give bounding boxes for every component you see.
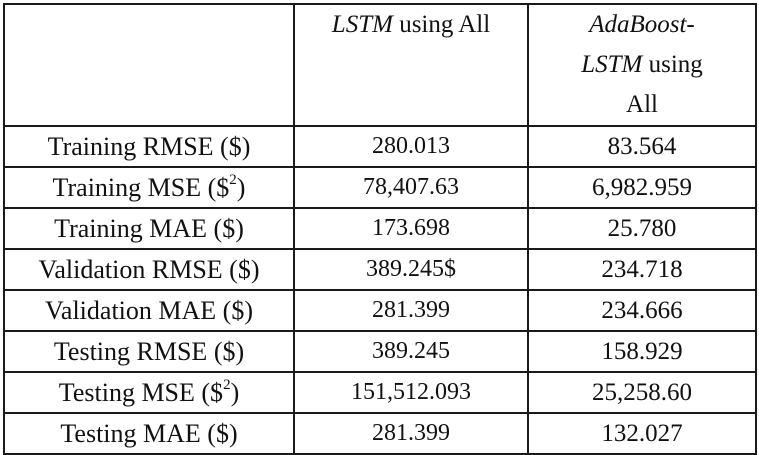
metric-unit-exponent: 2	[229, 172, 237, 189]
metric-unit-exponent: 2	[223, 377, 231, 394]
header-adaboost-line3: All	[626, 91, 658, 118]
adaboost-lstm-value-cell: 25.780	[527, 207, 757, 250]
lstm-value-cell: 173.698	[293, 207, 529, 250]
metric-cell: Testing RMSE ($)	[3, 330, 295, 373]
header-lstm-rest: using All	[392, 11, 491, 38]
table-row: Training MSE ($2) 78,407.63 6,982.959	[3, 166, 757, 209]
metric-cell: Training MSE ($2)	[3, 166, 295, 209]
table-row: Validation RMSE ($) 389.245$ 234.718	[3, 248, 757, 291]
table-row: Training RMSE ($) 280.013 83.564	[3, 125, 757, 168]
lstm-value-cell: 281.399	[293, 289, 529, 332]
metric-label: Testing MAE ($)	[60, 419, 238, 448]
adaboost-lstm-value-cell: 132.027	[527, 412, 757, 455]
metric-cell: Training RMSE ($)	[3, 125, 295, 168]
metric-label: Testing MSE ($	[58, 378, 224, 407]
adaboost-lstm-value-cell: 83.564	[527, 125, 757, 168]
lstm-value-cell: 281.399	[293, 412, 529, 455]
table-row: Validation MAE ($) 281.399 234.666	[3, 289, 757, 332]
lstm-value-cell: 151,512.093	[293, 371, 529, 414]
metric-cell: Training MAE ($)	[3, 207, 295, 250]
header-corner-cell	[3, 3, 295, 127]
lstm-value-cell: 280.013	[293, 125, 529, 168]
adaboost-lstm-value-cell: 6,982.959	[527, 166, 757, 209]
adaboost-lstm-value-cell: 25,258.60	[527, 371, 757, 414]
header-adaboost-line2-italic: LSTM	[581, 51, 643, 78]
header-adaboost-line2-rest: using	[642, 51, 703, 78]
metric-label: Training MSE ($	[52, 173, 230, 202]
metric-label: Validation RMSE ($)	[38, 255, 260, 284]
metric-label-suffix: )	[230, 378, 240, 407]
metric-cell: Testing MAE ($)	[3, 412, 295, 455]
metric-label: Testing RMSE ($)	[53, 337, 245, 366]
adaboost-lstm-value-cell: 234.718	[527, 248, 757, 291]
adaboost-lstm-value-cell: 234.666	[527, 289, 757, 332]
table-row: Testing MAE ($) 281.399 132.027	[3, 412, 757, 455]
metric-cell: Validation MAE ($)	[3, 289, 295, 332]
header-row: LSTM using All AdaBoost- LSTM using All	[3, 3, 757, 127]
header-adaboost-lstm: AdaBoost- LSTM using All	[527, 3, 757, 127]
adaboost-lstm-value-cell: 158.929	[527, 330, 757, 373]
metric-label: Validation MAE ($)	[45, 296, 253, 325]
lstm-value-cell: 78,407.63	[293, 166, 529, 209]
lstm-value-cell: 389.245$	[293, 248, 529, 291]
table-body: Training RMSE ($) 280.013 83.564 Training M…	[3, 125, 757, 455]
metric-label: Training MAE ($)	[54, 214, 244, 243]
header-lstm-model-name: LSTM	[331, 11, 393, 38]
lstm-value-cell: 389.245	[293, 330, 529, 373]
table-row: Training MAE ($) 173.698 25.780	[3, 207, 757, 250]
header-lstm: LSTM using All	[293, 3, 529, 127]
table-row: Testing MSE ($2) 151,512.093 25,258.60	[3, 371, 757, 414]
results-table: LSTM using All AdaBoost- LSTM using All Tr…	[3, 3, 757, 455]
header-adaboost-line1: AdaBoost-	[589, 11, 695, 38]
table-row: Testing RMSE ($) 389.245 158.929	[3, 330, 757, 373]
metric-label-suffix: )	[236, 173, 246, 202]
metric-cell: Testing MSE ($2)	[3, 371, 295, 414]
metric-cell: Validation RMSE ($)	[3, 248, 295, 291]
metric-label: Training RMSE ($)	[47, 132, 251, 161]
